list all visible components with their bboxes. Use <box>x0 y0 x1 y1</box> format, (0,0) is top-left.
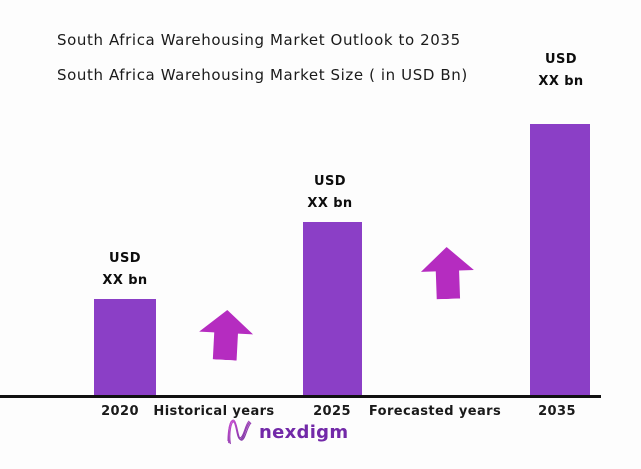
nexdigm-n-icon <box>227 419 252 445</box>
value-label-2020-amount: XX bn <box>102 273 148 288</box>
brand-name: nexdigm <box>259 421 349 443</box>
chart-title: South Africa Warehousing Market Outlook … <box>57 31 461 49</box>
tick-2035: 2035 <box>538 404 576 419</box>
tick-2025: 2025 <box>313 404 351 419</box>
growth-arrow-icon-forecast <box>420 246 475 300</box>
bar-2035 <box>530 124 590 395</box>
value-label-2035: USD XX bn <box>538 49 583 93</box>
value-label-2035-currency: USD <box>545 52 577 67</box>
value-label-2035-amount: XX bn <box>538 74 584 89</box>
chart-subtitle: South Africa Warehousing Market Size ( i… <box>57 66 468 84</box>
brand-logo: nexdigm <box>226 418 348 446</box>
x-axis-line <box>0 395 601 398</box>
growth-arrow-icon-historical <box>198 309 255 362</box>
bar-2020 <box>94 299 156 395</box>
value-label-2025-currency: USD <box>314 174 346 189</box>
tick-2020: 2020 <box>101 404 139 419</box>
value-label-2020-currency: USD <box>109 251 141 266</box>
bar-2025 <box>303 222 362 395</box>
value-label-2025: USD XX bn <box>307 171 352 215</box>
axis-annotation-historical: Historical years <box>153 404 275 419</box>
value-label-2025-amount: XX bn <box>307 196 353 211</box>
value-label-2020: USD XX bn <box>102 248 147 292</box>
axis-annotation-forecast: Forecasted years <box>368 404 502 419</box>
